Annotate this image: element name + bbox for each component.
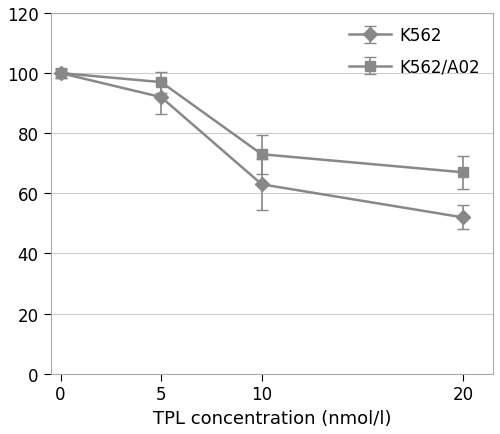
X-axis label: TPL concentration (nmol/l): TPL concentration (nmol/l) (152, 409, 391, 427)
Legend: K562, K562/A02: K562, K562/A02 (344, 22, 484, 82)
